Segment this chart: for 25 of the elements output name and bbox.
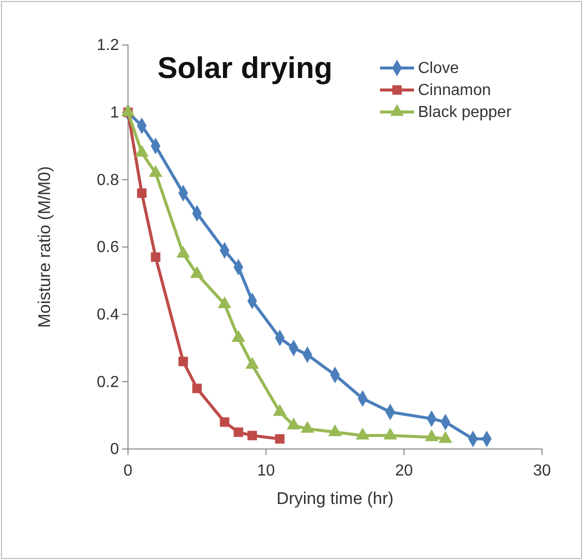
point — [220, 417, 230, 427]
point — [247, 430, 257, 440]
legend-label: Clove — [418, 60, 460, 77]
x-tick-label: 0 — [124, 462, 133, 480]
point — [275, 434, 285, 444]
point — [234, 427, 244, 437]
x-tick-label: 20 — [395, 462, 413, 480]
y-tick-label: 0.4 — [96, 306, 120, 324]
point — [178, 356, 188, 366]
y-tick-label: 1.2 — [96, 37, 120, 54]
y-tick-label: 0.8 — [96, 172, 120, 189]
legend-label: Black pepper — [418, 104, 512, 121]
y-tick-label: 0 — [110, 441, 120, 458]
chart-title: Solar drying — [157, 52, 333, 85]
point — [192, 384, 202, 394]
x-tick-label: 10 — [257, 462, 275, 480]
y-axis-title: Moisture ratio (M/M0) — [35, 166, 54, 328]
y-tick-label: 0.2 — [96, 374, 120, 391]
y-tick-label: 1 — [110, 104, 120, 122]
point — [137, 188, 147, 198]
y-tick-label: 0.6 — [96, 239, 120, 256]
legend-label: Cinnamon — [418, 82, 491, 99]
point — [150, 252, 160, 262]
x-axis-title: Drying time (hr) — [276, 489, 394, 508]
x-tick-label: 30 — [533, 462, 551, 480]
